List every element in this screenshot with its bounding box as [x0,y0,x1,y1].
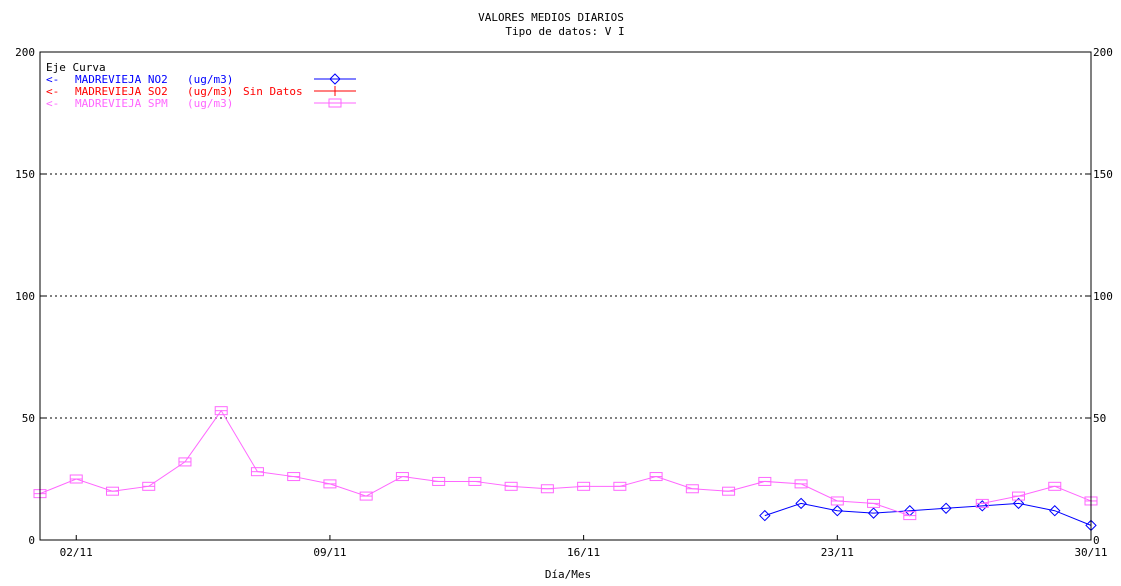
legend: Eje Curva<- MADREVIEJA NO2 (ug/m3)<- MADREV… [46,61,356,110]
legend-series-unit-0: (ug/m3) [187,73,233,86]
y-tick-left-label-0: 0 [28,534,35,547]
series-2-point-13 [468,476,482,486]
series-2-point-21 [758,476,772,486]
x-tick-label-23: 23/11 [821,546,854,559]
legend-axis-marker-0: <- [46,73,59,86]
series-2-point-3 [105,486,119,496]
y-tick-right-label-150: 150 [1093,168,1113,181]
series-0-point-22 [795,497,807,510]
series-2-point-23 [830,496,844,506]
series-0-point-27 [976,500,988,512]
series-0-point-23 [831,505,844,517]
x-axis-ticks: 02/11 09/11 16/11 23/11 30/11 [60,535,1108,559]
series-0-point-28 [1012,497,1025,510]
series-0-point-29 [1049,505,1061,517]
legend-marker-1 [330,86,340,96]
series-2-point-24 [867,498,881,508]
series-2-point-27 [975,498,989,508]
legend-series-name-0: MADREVIEJA NO2 [75,73,168,86]
y-tick-right-label-200: 200 [1093,46,1113,59]
series-0-point-26 [940,502,952,514]
series-2-point-20 [722,486,736,496]
series-2-line [39,409,910,517]
series-2-point-22 [794,479,808,489]
series-0-point-21 [759,509,771,522]
series-2-point-19 [685,484,699,494]
gridlines [40,173,1091,419]
series-2-point-17 [613,481,627,491]
series-2-point-25 [903,511,917,521]
series-2-point-6 [214,406,228,416]
series-2-point-2 [69,474,83,484]
series-2-point-12 [432,476,446,486]
series-2-point-28 [1012,491,1026,501]
series-2-point-4 [142,481,156,491]
series-0-line [764,502,1092,526]
y-tick-right-label-100: 100 [1093,290,1113,303]
series-2 [33,406,1098,521]
y-tick-left-label-50: 50 [22,412,35,425]
legend-series-name-1: MADREVIEJA SO2 [75,85,168,98]
y-tick-right-label-0: 0 [1093,534,1100,547]
plot-frame [39,51,1092,541]
y-tick-right-label-50: 50 [1093,412,1106,425]
series-2-point-16 [577,481,591,491]
y-tick-left-label-200: 200 [15,46,35,59]
series-2-point-10 [359,491,373,501]
legend-header: Eje Curva [46,61,106,74]
series-2-point-5 [178,457,192,467]
x-tick-label-2: 02/11 [60,546,93,559]
series-2-point-7 [250,467,264,477]
series-2-point-9 [323,479,337,489]
legend-series-note-1: Sin Datos [243,85,303,98]
chart-subtitle: Tipo de datos: V I [505,25,624,38]
y-tick-left-label-100: 100 [15,290,35,303]
series-2-point-29 [1048,481,1062,491]
x-tick-label-30: 30/11 [1074,546,1107,559]
series-2-point-11 [395,472,409,482]
legend-axis-marker-2: <- [46,97,59,110]
legend-marker-2 [328,98,342,108]
series-2-point-15 [540,484,554,494]
y-axis-ticks: 0 0 50 50 100 100 150 150 200 200 [15,46,1113,547]
series-2-line [982,485,1092,504]
legend-axis-marker-1: <- [46,85,59,98]
series-layer [33,406,1098,532]
legend-marker-0 [329,73,341,85]
series-2-point-18 [649,472,663,482]
y-tick-left-label-150: 150 [15,168,35,181]
x-axis-label: Día/Mes [545,568,591,581]
series-2-point-14 [504,481,518,491]
x-tick-label-9: 09/11 [313,546,346,559]
legend-series-unit-1: (ug/m3) [187,85,233,98]
legend-series-unit-2: (ug/m3) [187,97,233,110]
legend-series-name-2: MADREVIEJA SPM [75,97,168,110]
series-2-point-8 [287,472,301,482]
x-tick-label-16: 16/11 [567,546,600,559]
chart-title: VALORES MEDIOS DIARIOS [478,11,624,24]
series-0-point-24 [867,507,880,519]
series-0 [759,497,1097,532]
